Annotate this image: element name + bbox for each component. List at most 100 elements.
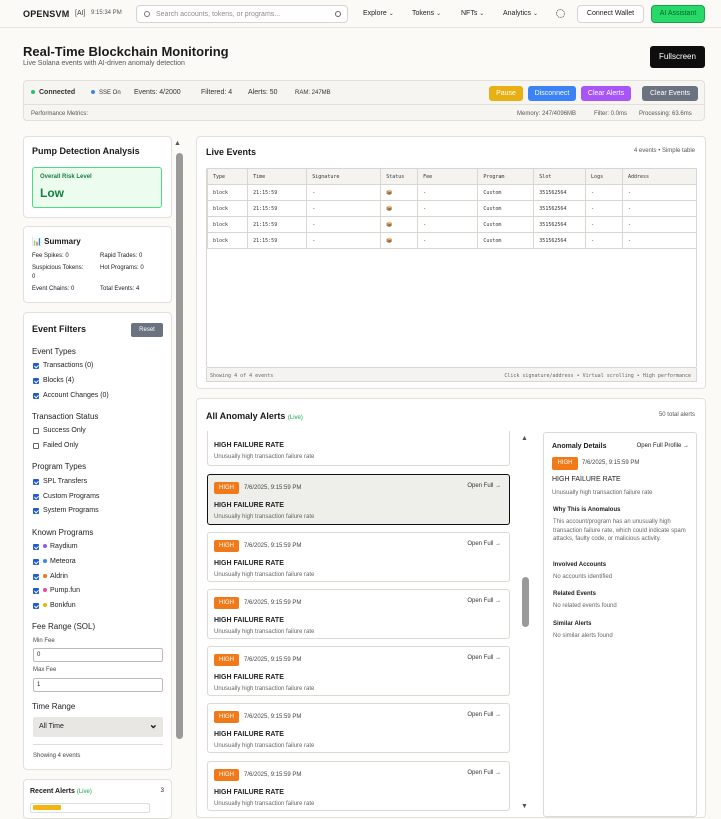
table-cell[interactable]: -: [306, 184, 382, 201]
pause-button[interactable]: Pause: [489, 86, 523, 101]
fee-spikes-stat: Fee Spikes: 0: [32, 253, 69, 259]
connect-wallet-button[interactable]: Connect Wallet: [577, 5, 644, 23]
table-row[interactable]: block 21:15:59- 📦 - Custom 351562564- -: [206, 200, 697, 217]
checkbox-custom-programs[interactable]: [33, 494, 39, 500]
checkbox-success-only[interactable]: [33, 428, 39, 434]
fullscreen-button[interactable]: Fullscreen: [650, 46, 705, 68]
table-cell: -: [417, 232, 479, 249]
checkbox-failed-only[interactable]: [33, 443, 39, 449]
table-row[interactable]: block 21:15:59- 📦 - Custom 351562564- -: [206, 184, 697, 201]
column-header[interactable]: Status: [380, 168, 419, 185]
event-chains-stat: Event Chains: 0: [32, 286, 75, 292]
checkbox-blocks[interactable]: [33, 378, 39, 384]
table-row[interactable]: block 21:15:59- 📦 - Custom 351562564- -: [206, 216, 697, 233]
search-box[interactable]: Search accounts, tokens, or programs...: [136, 5, 348, 23]
scroll-up-icon[interactable]: ▲: [521, 435, 528, 442]
left-scrollbar-thumb[interactable]: [176, 153, 183, 739]
brand-logo[interactable]: OPENSVM: [23, 9, 70, 19]
checkbox-bonkfun[interactable]: [33, 603, 39, 609]
open-full-link[interactable]: Open Full →: [467, 483, 501, 489]
recent-alert-item[interactable]: [30, 803, 150, 813]
alert-description: Unusually high transaction failure rate: [214, 514, 315, 520]
time-range-select[interactable]: All Time ⌄: [33, 717, 163, 737]
ai-assistant-button[interactable]: AI Assistant: [651, 5, 705, 23]
open-full-link[interactable]: Open Full →: [467, 541, 501, 547]
checkbox-pumpfun[interactable]: [33, 588, 39, 594]
checkbox-system-programs[interactable]: [33, 508, 39, 514]
column-header[interactable]: Time: [247, 168, 308, 185]
checkbox-transactions[interactable]: [33, 363, 39, 369]
menu-analytics[interactable]: Analytics ⌄: [503, 10, 538, 17]
pump-detection-panel: Pump Detection Analysis Overall Risk Lev…: [23, 136, 172, 218]
alerts-scrollbar-thumb[interactable]: [522, 577, 529, 627]
memory-metric: Memory: 247/4096MB: [517, 111, 577, 117]
clear-events-button[interactable]: Clear Events: [642, 86, 698, 101]
risk-level-label: Overall Risk Level: [40, 174, 92, 180]
label-blocks: Blocks (4): [43, 377, 75, 384]
search-input[interactable]: Search accounts, tokens, or programs...: [156, 11, 281, 18]
alert-card[interactable]: HIGH 7/6/2025, 9:15:59 PM Open Full → HIGH …: [207, 703, 510, 753]
open-full-link[interactable]: Open Full →: [467, 655, 501, 661]
menu-nfts[interactable]: NFTs ⌄: [461, 10, 485, 17]
table-cell[interactable]: -: [622, 184, 697, 201]
label-system-programs: System Programs: [43, 507, 99, 514]
table-cell[interactable]: -: [622, 216, 697, 233]
table-cell: block: [206, 232, 249, 249]
table-cell[interactable]: -: [622, 232, 697, 249]
disconnect-button[interactable]: Disconnect: [528, 86, 576, 101]
open-full-link[interactable]: Open Full →: [467, 598, 501, 604]
max-fee-input[interactable]: 1: [33, 678, 163, 692]
min-fee-label: Min Fee: [33, 638, 55, 644]
column-header[interactable]: Signature: [306, 168, 382, 185]
column-header[interactable]: Program: [477, 168, 535, 185]
table-row[interactable]: block 21:15:59- 📦 - Custom 351562564- -: [206, 232, 697, 249]
table-cell: -: [585, 200, 623, 217]
alert-card[interactable]: HIGH 7/6/2025, 9:15:59 PM Open Full → HIGH …: [207, 589, 510, 639]
column-header[interactable]: Type: [206, 168, 249, 185]
open-full-link[interactable]: Open Full →: [467, 712, 501, 718]
table-cell[interactable]: -: [306, 200, 382, 217]
scroll-up-icon[interactable]: ▲: [174, 140, 181, 147]
details-title: Anomaly Details: [552, 443, 607, 450]
menu-explore[interactable]: Explore ⌄: [363, 10, 394, 17]
checkbox-raydium[interactable]: [33, 544, 39, 550]
max-fee-label: Max Fee: [33, 667, 57, 673]
table-cell[interactable]: -: [306, 232, 382, 249]
menu-tokens[interactable]: Tokens ⌄: [412, 10, 442, 17]
checkbox-account-changes[interactable]: [33, 393, 39, 399]
open-full-link[interactable]: Open Full →: [467, 770, 501, 776]
scroll-down-icon[interactable]: ▼: [521, 803, 528, 810]
summary-title: 📊 Summary: [32, 237, 81, 246]
clear-alerts-button[interactable]: Clear Alerts: [581, 86, 631, 101]
filter-icon[interactable]: [335, 11, 341, 17]
column-header[interactable]: Logs: [585, 168, 623, 185]
checkbox-spl-transfers[interactable]: [33, 479, 39, 485]
gear-icon[interactable]: [556, 9, 565, 18]
min-fee-input[interactable]: 0: [33, 648, 163, 662]
total-events-stat: Total Events: 4: [100, 286, 140, 292]
table-cell[interactable]: -: [306, 216, 382, 233]
table-cell[interactable]: -: [622, 200, 697, 217]
column-header[interactable]: Address: [622, 168, 697, 185]
column-header[interactable]: Fee: [417, 168, 479, 185]
events-table: Type Time Signature Status Fee Program Slot Log…: [206, 168, 697, 249]
alert-card[interactable]: HIGH 7/6/2025, 9:15:59 PM Open Full → HIGH …: [207, 761, 510, 811]
showing-events: Showing 4 events: [33, 753, 81, 759]
table-cell: -: [417, 216, 479, 233]
column-header[interactable]: Slot: [533, 168, 587, 185]
alert-title: HIGH FAILURE RATE: [214, 617, 284, 624]
alert-card[interactable]: HIGH FAILURE RATE Unusually high transac…: [207, 431, 510, 466]
table-cell: 351562564: [533, 200, 587, 217]
alerts-count: Alerts: 50: [248, 89, 278, 96]
alert-card[interactable]: HIGH 7/6/2025, 9:15:59 PM Open Full → HIGH …: [207, 532, 510, 582]
alert-card[interactable]: HIGH 7/6/2025, 9:15:59 PM Open Full → HIGH …: [207, 474, 510, 525]
reset-button[interactable]: Reset: [131, 323, 163, 337]
checkbox-aldrin[interactable]: [33, 574, 39, 580]
checkbox-meteora[interactable]: [33, 559, 39, 565]
table-cell: 351562564: [533, 232, 587, 249]
known-programs-heading: Known Programs: [32, 528, 94, 537]
open-full-profile-link[interactable]: Open Full Profile →: [636, 443, 689, 449]
tx-status-heading: Transaction Status: [32, 412, 99, 421]
alert-card[interactable]: HIGH 7/6/2025, 9:15:59 PM Open Full → HIGH …: [207, 646, 510, 696]
table-cell: block: [206, 200, 249, 217]
